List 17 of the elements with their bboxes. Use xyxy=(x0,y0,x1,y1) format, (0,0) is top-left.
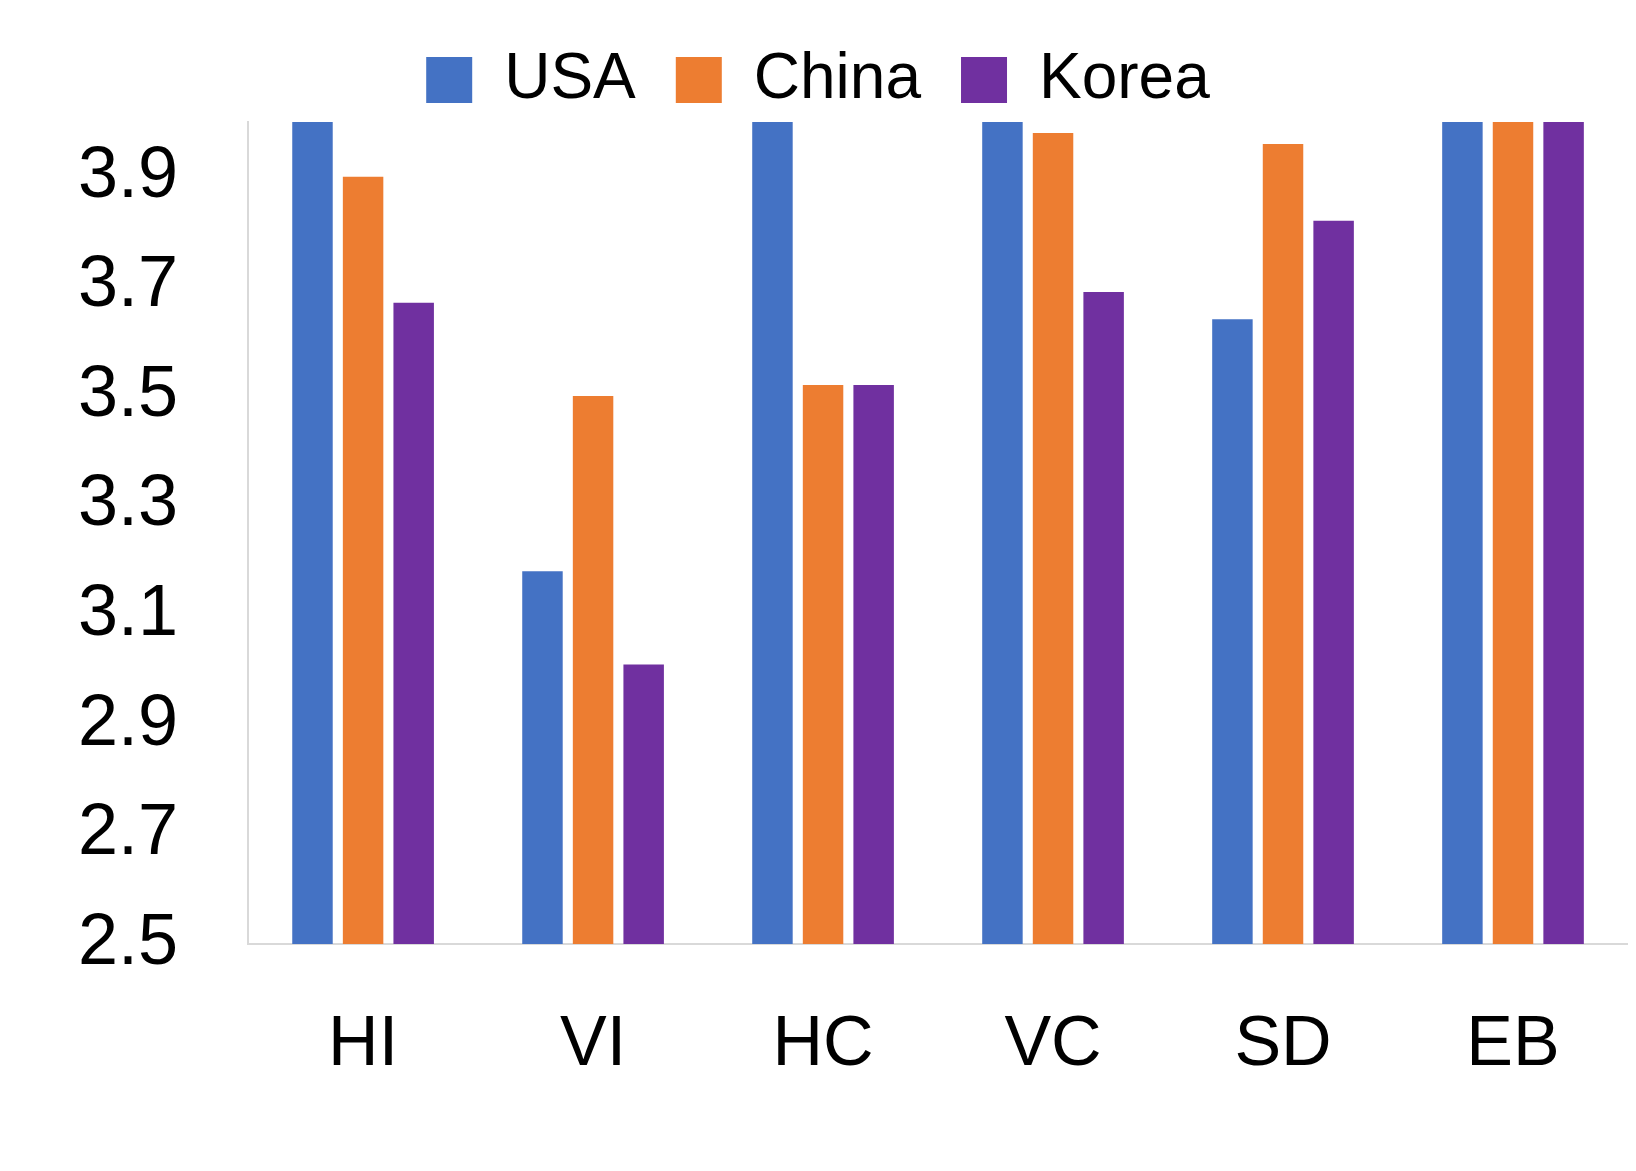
legend-label: USA xyxy=(504,39,637,112)
y-tick-label: 3.1 xyxy=(78,570,179,651)
legend-label: Korea xyxy=(1039,39,1211,112)
y-tick-label: 3.3 xyxy=(78,460,179,541)
y-tick-label: 3.5 xyxy=(78,350,179,431)
y-tick-label: 3.9 xyxy=(78,131,179,212)
y-tick-label: 2.9 xyxy=(78,679,179,760)
y-tick-label: 3.7 xyxy=(78,241,179,322)
x-tick-label: EB xyxy=(1466,1002,1560,1081)
legend-label: China xyxy=(753,39,922,112)
y-tick-label: 2.7 xyxy=(78,789,179,870)
x-tick-label: VC xyxy=(1004,1002,1102,1081)
x-tick-label: SD xyxy=(1234,1002,1332,1081)
x-tick-label: HC xyxy=(772,1002,874,1081)
x-tick-label: HI xyxy=(328,1002,399,1081)
x-tick-label: VI xyxy=(560,1002,627,1081)
y-tick-label: 2.5 xyxy=(78,898,179,979)
